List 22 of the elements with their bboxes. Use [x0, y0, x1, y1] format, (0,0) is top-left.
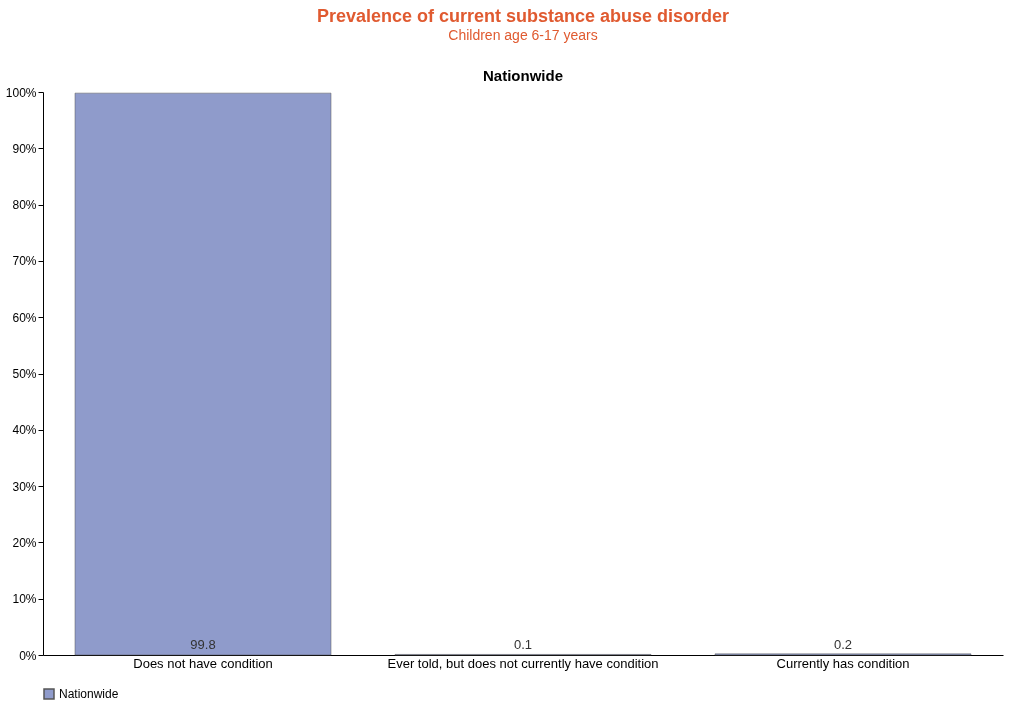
y-tick-label: 10% [12, 592, 37, 607]
legend-label: Nationwide [59, 687, 119, 701]
data-label: 99.8 [190, 637, 216, 652]
y-tick-label: 0% [19, 648, 37, 663]
data-label: 0.1 [513, 637, 533, 652]
chart-subtitle: Children age 6-17 years [448, 27, 598, 43]
y-tick-label: 50% [12, 367, 37, 381]
y-tick-label: 60% [12, 310, 37, 325]
data-label: 0.2 [833, 637, 853, 652]
y-tick-label: 100% [5, 85, 37, 100]
chart-title: Prevalence of current substance abuse disorder [316, 6, 730, 26]
y-tick-label: 80% [12, 198, 37, 213]
x-tick-label: Currently has condition [776, 655, 910, 671]
x-tick-label: Ever told, but does not currently have condition [387, 655, 659, 671]
y-tick-label: 30% [12, 479, 37, 494]
y-tick-label: 90% [12, 141, 37, 156]
text: Nationwide [482, 67, 564, 84]
y-tick-label: 70% [12, 254, 37, 269]
bar [74, 92, 332, 656]
y-tick-label: 20% [12, 535, 37, 550]
y-tick-label: 40% [12, 423, 37, 438]
x-tick-label: Does not have condition [133, 655, 273, 671]
